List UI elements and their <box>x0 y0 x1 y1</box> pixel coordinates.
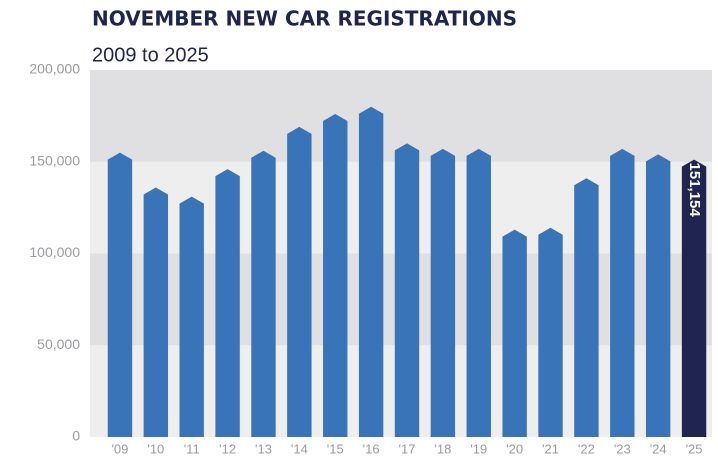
x-tick-label: '11 <box>184 441 200 456</box>
x-tick-label: '10 <box>147 441 164 456</box>
x-tick-label: '16 <box>363 441 380 456</box>
grid-band <box>90 70 712 162</box>
bar <box>215 169 240 437</box>
bar <box>323 114 348 437</box>
chart-title: NOVEMBER NEW CAR REGISTRATIONS <box>92 7 517 31</box>
bar <box>538 227 563 437</box>
y-tick-label: 150,000 <box>29 152 80 168</box>
x-tick-label: '09 <box>111 441 128 456</box>
y-tick-label: 0 <box>72 428 80 444</box>
x-tick-label: '12 <box>219 441 236 456</box>
x-tick-label: '15 <box>327 441 344 456</box>
x-tick-label: '17 <box>399 441 416 456</box>
bar <box>466 148 491 437</box>
bar <box>610 148 635 437</box>
bar <box>681 159 707 437</box>
y-tick-label: 200,000 <box>29 61 80 77</box>
x-tick-label: '24 <box>650 441 667 456</box>
bar <box>394 143 420 437</box>
x-tick-label: '21 <box>542 441 559 456</box>
bar <box>287 126 312 437</box>
bar <box>358 106 384 437</box>
value-label: 151,154 <box>686 163 703 218</box>
bar <box>143 187 169 437</box>
bar <box>430 148 456 437</box>
x-tick-label: '20 <box>506 441 523 456</box>
bar <box>251 150 276 438</box>
bar <box>502 229 527 437</box>
bar <box>179 196 204 437</box>
x-tick-label: '18 <box>434 441 451 456</box>
x-tick-label: '25 <box>686 441 703 456</box>
x-tick-label: '13 <box>255 441 272 456</box>
bar <box>645 154 671 437</box>
x-tick-label: '19 <box>470 441 487 456</box>
y-tick-label: 50,000 <box>37 336 80 352</box>
y-tick-label: 100,000 <box>29 244 80 260</box>
bar <box>107 152 133 437</box>
x-tick-label: '22 <box>578 441 595 456</box>
x-tick-label: '14 <box>291 441 308 456</box>
bar <box>574 178 599 437</box>
x-tick-label: '23 <box>614 441 631 456</box>
chart-subtitle: 2009 to 2025 <box>92 44 209 66</box>
